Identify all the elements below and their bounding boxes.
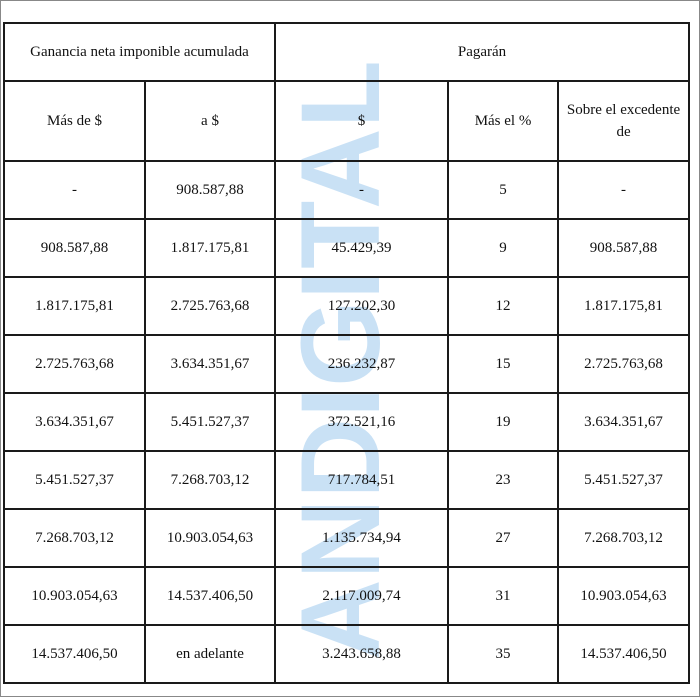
cell-a: en adelante — [143, 624, 277, 684]
table-row: 908.587,88 1.817.175,81 45.429,39 9 908.… — [3, 218, 691, 278]
table-row: 14.537.406,50 en adelante 3.243.658,88 3… — [3, 624, 691, 684]
cell-mas-de: 10.903.054,63 — [3, 566, 146, 626]
cell-pct: 5 — [447, 160, 560, 220]
column-header-pesos: $ — [274, 80, 450, 162]
table-row: 1.817.175,81 2.725.763,68 127.202,30 12 … — [3, 276, 691, 336]
column-header-mas-de: Más de $ — [3, 80, 146, 162]
cell-pct: 19 — [447, 392, 560, 452]
group-header-pagaran: Pagarán — [274, 22, 691, 82]
cell-mas-de: 7.268.703,12 — [3, 508, 146, 568]
cell-excedente: 14.537.406,50 — [557, 624, 691, 684]
cell-mas-de: 1.817.175,81 — [3, 276, 146, 336]
cell-excedente: 908.587,88 — [557, 218, 691, 278]
cell-excedente: 7.268.703,12 — [557, 508, 691, 568]
cell-pct: 9 — [447, 218, 560, 278]
cell-pesos: 717.784,51 — [274, 450, 450, 510]
cell-a: 10.903.054,63 — [143, 508, 277, 568]
cell-pct: 35 — [447, 624, 560, 684]
cell-pesos: 1.135.734,94 — [274, 508, 450, 568]
table-row: - 908.587,88 - 5 - — [3, 160, 691, 220]
column-header-sobre-excedente: Sobre el excedente de — [557, 80, 691, 162]
cell-a: 3.634.351,67 — [143, 334, 277, 394]
tax-bracket-table: Ganancia neta imponible acumulada Pagará… — [2, 22, 691, 684]
cell-pct: 12 — [447, 276, 560, 336]
cell-a: 1.817.175,81 — [143, 218, 277, 278]
cell-pesos: 45.429,39 — [274, 218, 450, 278]
cell-mas-de: 5.451.527,37 — [3, 450, 146, 510]
cell-mas-de: 3.634.351,67 — [3, 392, 146, 452]
cell-mas-de: 14.537.406,50 — [3, 624, 146, 684]
table-row: 3.634.351,67 5.451.527,37 372.521,16 19 … — [3, 392, 691, 452]
cell-pesos: 2.117.009,74 — [274, 566, 450, 626]
cell-excedente: - — [557, 160, 691, 220]
column-header-a: a $ — [143, 80, 277, 162]
column-header-mas-el-pct: Más el % — [447, 80, 560, 162]
cell-mas-de: - — [3, 160, 146, 220]
cell-pesos: 3.243.658,88 — [274, 624, 450, 684]
cell-a: 5.451.527,37 — [143, 392, 277, 452]
cell-excedente: 10.903.054,63 — [557, 566, 691, 626]
table-row: 2.725.763,68 3.634.351,67 236.232,87 15 … — [3, 334, 691, 394]
cell-pesos: 372.521,16 — [274, 392, 450, 452]
cell-pct: 15 — [447, 334, 560, 394]
cell-pesos: - — [274, 160, 450, 220]
table-row: 10.903.054,63 14.537.406,50 2.117.009,74… — [3, 566, 691, 626]
cell-pesos: 236.232,87 — [274, 334, 450, 394]
cell-mas-de: 2.725.763,68 — [3, 334, 146, 394]
cell-excedente: 5.451.527,37 — [557, 450, 691, 510]
group-header-row: Ganancia neta imponible acumulada Pagará… — [2, 22, 691, 82]
cell-a: 2.725.763,68 — [143, 276, 277, 336]
cell-a: 7.268.703,12 — [143, 450, 277, 510]
cell-excedente: 3.634.351,67 — [557, 392, 691, 452]
cell-a: 14.537.406,50 — [143, 566, 277, 626]
cell-pct: 27 — [447, 508, 560, 568]
group-header-ganancia: Ganancia neta imponible acumulada — [2, 22, 277, 82]
column-header-row: Más de $ a $ $ Más el % Sobre el exceden… — [3, 80, 691, 162]
table-row: 5.451.527,37 7.268.703,12 717.784,51 23 … — [3, 450, 691, 510]
table-row: 7.268.703,12 10.903.054,63 1.135.734,94 … — [3, 508, 691, 568]
cell-pesos: 127.202,30 — [274, 276, 450, 336]
cell-mas-de: 908.587,88 — [3, 218, 146, 278]
cell-excedente: 1.817.175,81 — [557, 276, 691, 336]
cell-pct: 23 — [447, 450, 560, 510]
cell-excedente: 2.725.763,68 — [557, 334, 691, 394]
cell-pct: 31 — [447, 566, 560, 626]
cell-a: 908.587,88 — [143, 160, 277, 220]
